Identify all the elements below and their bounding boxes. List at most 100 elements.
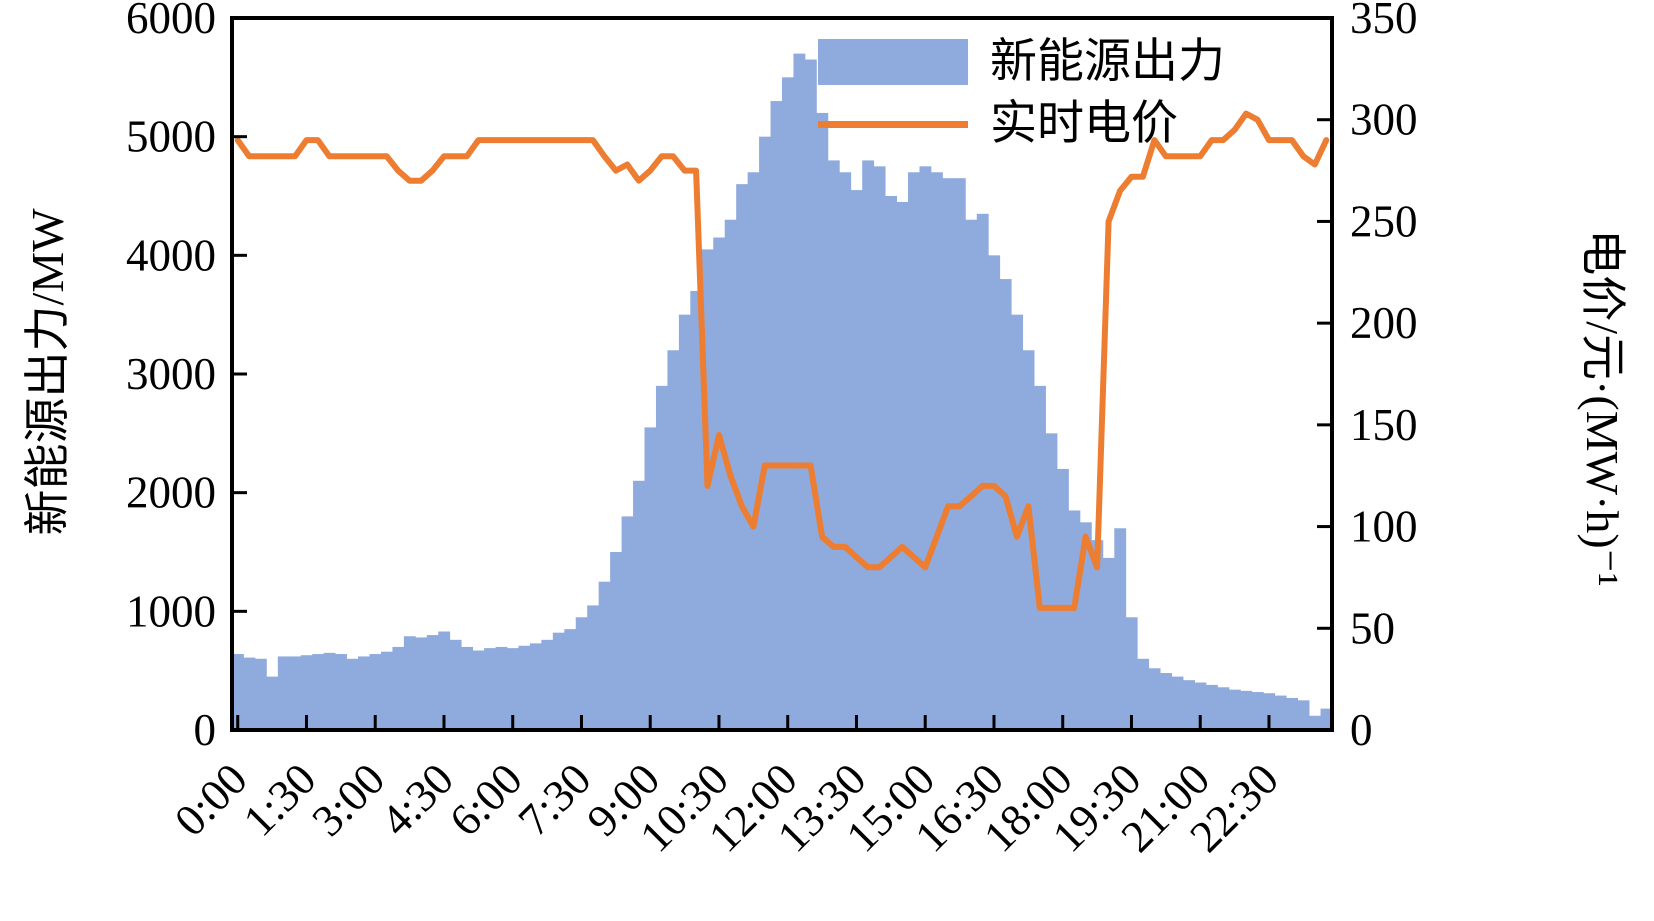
bar	[678, 314, 691, 730]
bar	[564, 629, 577, 730]
legend-line-swatch-wrap	[818, 101, 968, 147]
bar	[484, 648, 496, 730]
bar	[850, 190, 863, 730]
bar	[335, 654, 347, 730]
left-tick-label: 6000	[126, 0, 216, 43]
bar	[1263, 693, 1276, 730]
bar	[736, 184, 749, 730]
left-tick-label: 5000	[126, 112, 216, 162]
bar	[827, 160, 840, 730]
bar	[839, 172, 852, 730]
right-tick-label: 150	[1350, 400, 1418, 450]
bar	[942, 178, 955, 730]
bar	[552, 632, 565, 730]
bar	[598, 581, 611, 730]
bar	[541, 639, 554, 730]
bar	[472, 650, 485, 730]
bar	[644, 427, 657, 730]
bar	[804, 59, 817, 730]
bar	[1171, 676, 1184, 730]
bar	[266, 676, 279, 730]
right-axis-title: 电价/元·(MW·h)⁻¹	[1577, 229, 1628, 587]
bar	[885, 196, 897, 730]
price-line	[234, 110, 1330, 611]
bar	[1309, 715, 1321, 730]
right-tick-label: 0	[1350, 705, 1373, 755]
bar	[965, 219, 978, 731]
bar	[426, 635, 439, 730]
bar	[438, 631, 451, 730]
bar	[1160, 673, 1172, 730]
bar	[369, 654, 382, 730]
bar	[1240, 690, 1253, 730]
bar	[1205, 684, 1218, 730]
bar	[747, 172, 760, 730]
legend-bar-swatch	[818, 39, 968, 85]
legend-line-swatch	[818, 120, 968, 128]
left-tick-label: 2000	[126, 468, 216, 518]
bar	[1011, 314, 1024, 730]
bar	[312, 654, 325, 730]
bar	[862, 160, 875, 730]
bar	[587, 605, 600, 730]
bar	[1022, 350, 1035, 730]
legend-item-line: 实时电价	[818, 98, 1225, 150]
left-tick-label: 1000	[126, 586, 216, 636]
bar	[507, 648, 519, 730]
bar	[1194, 682, 1207, 730]
left-tick-label: 4000	[126, 230, 216, 280]
bar	[667, 350, 680, 730]
bar	[816, 112, 829, 731]
right-tick-label: 250	[1350, 196, 1418, 246]
bar	[621, 516, 634, 730]
bar	[346, 658, 359, 730]
bar	[358, 656, 370, 730]
bar	[575, 617, 588, 730]
bar	[690, 290, 703, 730]
bar	[896, 201, 909, 730]
bar	[655, 385, 668, 730]
bar	[873, 166, 886, 730]
bar	[1079, 522, 1092, 730]
bar	[988, 255, 1001, 730]
bar	[1125, 617, 1138, 730]
bar	[633, 480, 645, 730]
bar	[495, 646, 508, 730]
bar	[1228, 689, 1241, 730]
bar	[1057, 468, 1069, 730]
left-axis-title: 新能源出力/MW	[22, 208, 73, 536]
bar	[1114, 528, 1127, 730]
bar	[529, 643, 542, 730]
bar	[1102, 557, 1115, 730]
bar	[1297, 700, 1310, 730]
right-tick-label: 50	[1350, 603, 1395, 653]
bar	[392, 646, 405, 730]
bar	[1034, 385, 1046, 730]
bar	[759, 136, 771, 731]
bar	[1183, 680, 1195, 730]
right-tick-label: 200	[1350, 298, 1418, 348]
left-tick-label: 0	[194, 705, 217, 755]
bar	[1091, 540, 1104, 730]
bar	[610, 552, 622, 730]
legend-line-label: 实时电价	[990, 97, 1178, 150]
bar	[300, 655, 313, 730]
bar	[1320, 708, 1333, 730]
bar	[232, 654, 244, 730]
bar	[1251, 692, 1264, 730]
left-tick-label: 3000	[126, 349, 216, 399]
bar	[953, 178, 966, 730]
bar	[289, 656, 302, 730]
bar	[243, 657, 256, 730]
bar	[323, 652, 336, 730]
bar	[1217, 687, 1230, 730]
bar	[461, 646, 474, 730]
bar	[713, 237, 726, 730]
bar	[770, 101, 783, 730]
bar	[277, 656, 290, 730]
bar	[415, 637, 428, 730]
right-tick-label: 100	[1350, 502, 1418, 552]
right-tick-label: 350	[1350, 0, 1418, 43]
right-tick-label: 300	[1350, 95, 1418, 145]
